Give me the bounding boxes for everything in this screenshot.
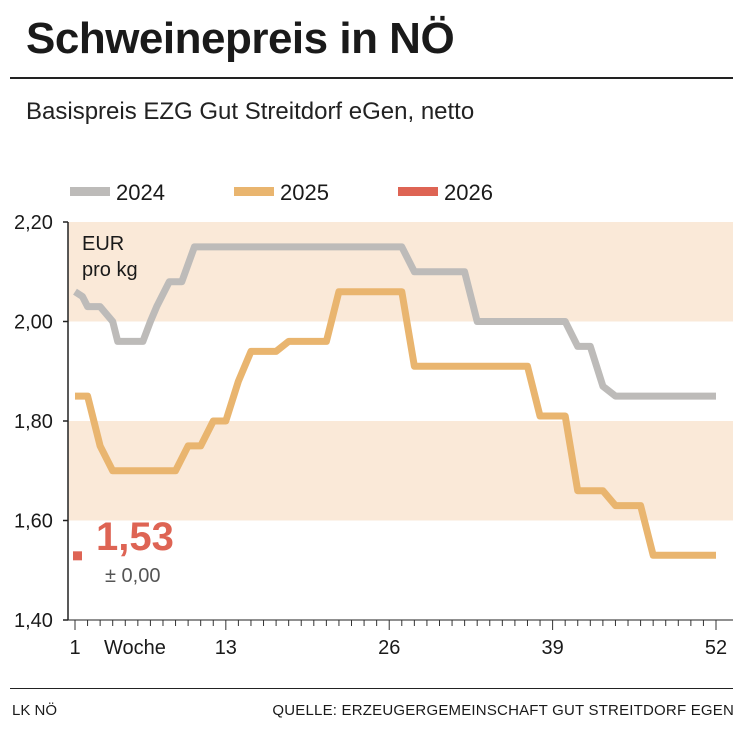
y-tick-label: 1,60 bbox=[14, 511, 53, 533]
footer-source: QUELLE: ERZEUGERGEMEINSCHAFT GUT STREITD… bbox=[272, 702, 734, 719]
unit-label: EUR bbox=[82, 233, 124, 255]
series-line-2024 bbox=[73, 243, 716, 400]
chart-subtitle: Basispreis EZG Gut Streitdorf eGen, nett… bbox=[26, 98, 475, 125]
current-value-label: 1,53 bbox=[96, 515, 174, 559]
title-divider bbox=[10, 77, 733, 79]
axes: 1,40 1,60 1,80 2,00 2,20 1 13 26 39 52 Woche bbox=[14, 212, 733, 659]
legend-label-2025: 2025 bbox=[280, 180, 329, 205]
change-label: ± 0,00 bbox=[105, 565, 160, 587]
x-tick-label: 1 bbox=[69, 637, 80, 659]
page-title: Schweinepreis in NÖ bbox=[26, 14, 455, 63]
legend-label-2024: 2024 bbox=[116, 180, 165, 205]
background-bands bbox=[68, 222, 733, 521]
unit-label: pro kg bbox=[82, 259, 138, 281]
footer-divider bbox=[10, 688, 733, 689]
series-line-2025 bbox=[75, 288, 716, 559]
x-tick-label: 52 bbox=[705, 637, 727, 659]
x-tick-label: 26 bbox=[378, 637, 400, 659]
y-tick-label: 1,40 bbox=[14, 610, 53, 632]
y-tick-label: 2,20 bbox=[14, 212, 53, 234]
legend-label-2026: 2026 bbox=[444, 180, 493, 205]
y-tick-label: 1,80 bbox=[14, 411, 53, 433]
legend-swatch-2026 bbox=[398, 187, 438, 196]
footer-publisher: LK NÖ bbox=[12, 702, 58, 719]
legend-swatch-2025 bbox=[234, 187, 274, 196]
legend-swatch-2024 bbox=[70, 187, 110, 196]
series-layer bbox=[73, 243, 716, 561]
x-tick-label: 39 bbox=[541, 637, 563, 659]
labels: EUR pro kg 1,53 ± 0,00 bbox=[82, 233, 174, 587]
band-1 bbox=[68, 222, 733, 322]
y-tick-label: 2,00 bbox=[14, 312, 53, 334]
x-tick-label: 13 bbox=[215, 637, 237, 659]
series-point-2026 bbox=[73, 551, 82, 561]
legend: 2024 2025 2026 bbox=[70, 180, 493, 205]
x-axis-label: Woche bbox=[104, 637, 166, 659]
